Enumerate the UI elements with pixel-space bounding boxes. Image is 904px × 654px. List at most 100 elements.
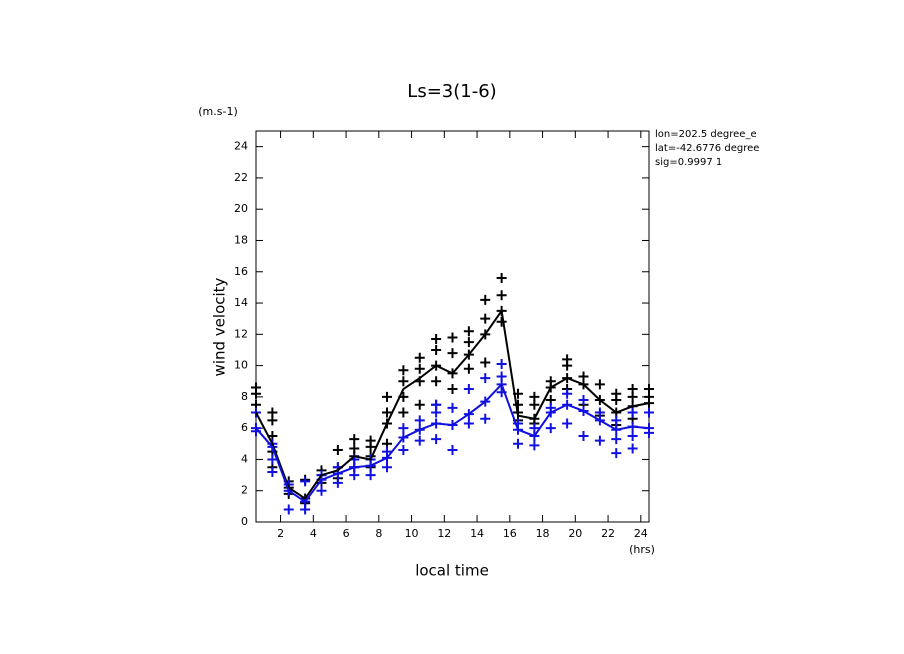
cross-marker [251,382,261,393]
cross-marker [398,423,409,434]
cross-marker [382,446,392,457]
cross-marker [496,371,507,382]
y-tick-label: 22 [234,171,248,184]
cross-marker [382,391,392,402]
cross-marker [562,354,573,365]
cross-marker [578,430,589,441]
x-tick-label: 20 [568,527,582,540]
cross-marker [267,466,278,477]
annotation: sig=0.9997 1 [655,157,722,168]
cross-marker [529,423,540,434]
cross-marker [611,388,622,399]
x-tick-label: 18 [536,527,550,540]
cross-marker [414,363,425,374]
cross-marker [496,290,507,301]
cross-marker [447,348,458,359]
cross-marker [545,402,556,413]
y-tick-label: 24 [234,140,248,153]
y-tick-label: 2 [241,484,248,497]
x-tick-label: 22 [601,527,615,540]
cross-marker [382,462,392,473]
cross-marker [496,359,507,370]
y-tick-label: 14 [234,296,248,309]
cross-marker [545,376,556,387]
cross-marker [349,434,360,445]
cross-marker [365,470,376,481]
cross-marker [480,373,491,384]
cross-marker [480,294,491,305]
x-tick-label: 16 [503,527,517,540]
x-tick-label: 4 [310,527,317,540]
y-tick-label: 20 [234,202,248,215]
y-tick-label: 16 [234,265,248,278]
x-tick-label: 6 [343,527,350,540]
cross-marker [251,407,261,418]
cross-marker [562,388,573,399]
x-tick-label: 24 [634,527,648,540]
cross-marker [382,407,392,418]
cross-marker [644,384,654,395]
y-tick-label: 8 [241,390,248,403]
y-tick-label: 0 [241,515,248,528]
x-unit: (hrs) [629,543,655,556]
x-tick-label: 14 [470,527,484,540]
cross-marker [447,402,458,413]
cross-marker [431,399,442,410]
x-tick-label: 10 [405,527,419,540]
cross-marker [398,445,409,456]
cross-marker [414,399,425,410]
cross-marker [300,476,311,487]
cross-marker [349,443,360,454]
x-axis-label: local time [415,562,489,580]
cross-marker [627,384,638,395]
cross-marker [398,407,409,418]
cross-marker [414,415,425,426]
cross-marker [463,363,474,374]
cross-marker [463,384,474,395]
cross-marker [463,326,474,337]
chart-title: Ls=3(1-6) [407,81,496,102]
y-tick-label: 18 [234,233,248,246]
cross-marker [316,485,327,496]
cross-marker [267,454,278,465]
y-tick-label: 10 [234,359,248,372]
cross-marker [332,445,343,456]
cross-marker [529,391,540,402]
cross-marker [414,435,425,446]
cross-marker [545,423,556,434]
cross-marker [431,344,442,355]
cross-marker [644,407,654,418]
y-tick-label: 12 [234,327,248,340]
x-tick-label: 12 [437,527,451,540]
y-unit: (m.s-1) [198,105,238,118]
cross-marker [513,438,523,449]
y-axis-label: wind velocity [211,277,229,376]
cross-marker [562,418,573,429]
cross-marker [365,435,376,446]
annotation: lon=202.5 degree_e [655,129,757,140]
mean-line [255,382,650,504]
cross-marker [611,434,622,445]
cross-marker [431,334,442,345]
annotation: lat=-42.6776 degree [655,143,759,154]
cross-marker [627,407,638,418]
cross-marker [480,357,491,368]
cross-marker [431,376,442,387]
cross-marker [496,273,507,284]
y-tick-label: 4 [241,452,248,465]
cross-marker [463,418,474,429]
cross-marker [627,430,638,441]
x-tick-label: 2 [277,527,284,540]
y-tick-label: 6 [241,421,248,434]
cross-marker [447,332,458,343]
cross-marker [611,415,622,426]
mean-line [255,308,650,500]
cross-marker [513,399,523,410]
cross-marker [283,504,294,515]
cross-marker [594,435,605,446]
cross-marker [496,316,507,327]
cross-marker [480,413,491,424]
cross-marker [267,407,278,418]
cross-marker [627,443,638,454]
cross-marker [414,352,425,363]
